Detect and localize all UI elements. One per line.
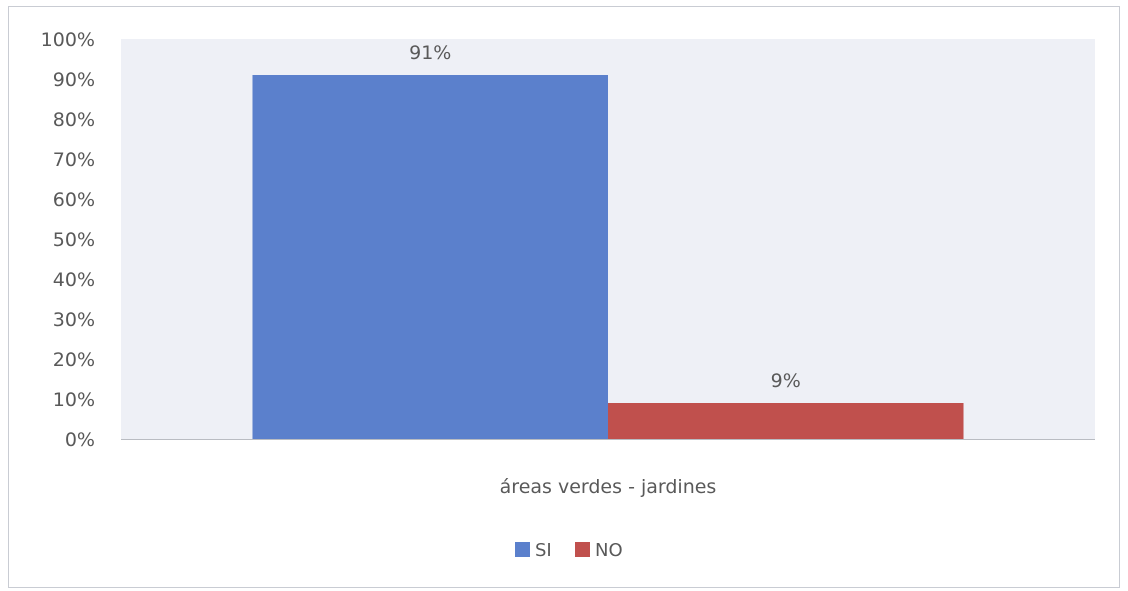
- data-label-si: 91%: [409, 42, 451, 64]
- y-tick-label: 70%: [53, 149, 95, 171]
- y-tick-label: 100%: [41, 29, 95, 51]
- y-tick-label: 10%: [53, 389, 95, 411]
- data-labels: 91% 9%: [409, 42, 801, 392]
- chart-frame: 0% 10% 20% 30% 40% 50% 60% 70% 80% 90% 100% 91% 9% …: [8, 6, 1120, 588]
- y-tick-label: 40%: [53, 269, 95, 291]
- legend-label-si: SI: [535, 540, 552, 561]
- legend: SI NO: [515, 540, 623, 561]
- bars: [252, 75, 964, 439]
- y-axis-ticks: 0% 10% 20% 30% 40% 50% 60% 70% 80% 90% 100%: [41, 29, 95, 451]
- y-tick-label: 20%: [53, 349, 95, 371]
- y-tick-label: 30%: [53, 309, 95, 331]
- legend-label-no: NO: [595, 540, 623, 561]
- y-tick-label: 0%: [65, 429, 95, 451]
- bar-si: [252, 75, 609, 439]
- legend-swatch-si: [515, 542, 530, 557]
- y-tick-label: 50%: [53, 229, 95, 251]
- bar-no: [608, 403, 964, 439]
- y-tick-label: 60%: [53, 189, 95, 211]
- bar-chart: 0%10%20%30%40%50%60%70%80%90%100% 91%9% …: [41, 29, 1095, 561]
- y-tick-label: 90%: [53, 69, 95, 91]
- legend-swatch-no: [575, 542, 590, 557]
- data-label-no: 9%: [771, 370, 801, 392]
- x-category-label: áreas verdes - jardines: [500, 476, 717, 498]
- y-tick-label: 80%: [53, 109, 95, 131]
